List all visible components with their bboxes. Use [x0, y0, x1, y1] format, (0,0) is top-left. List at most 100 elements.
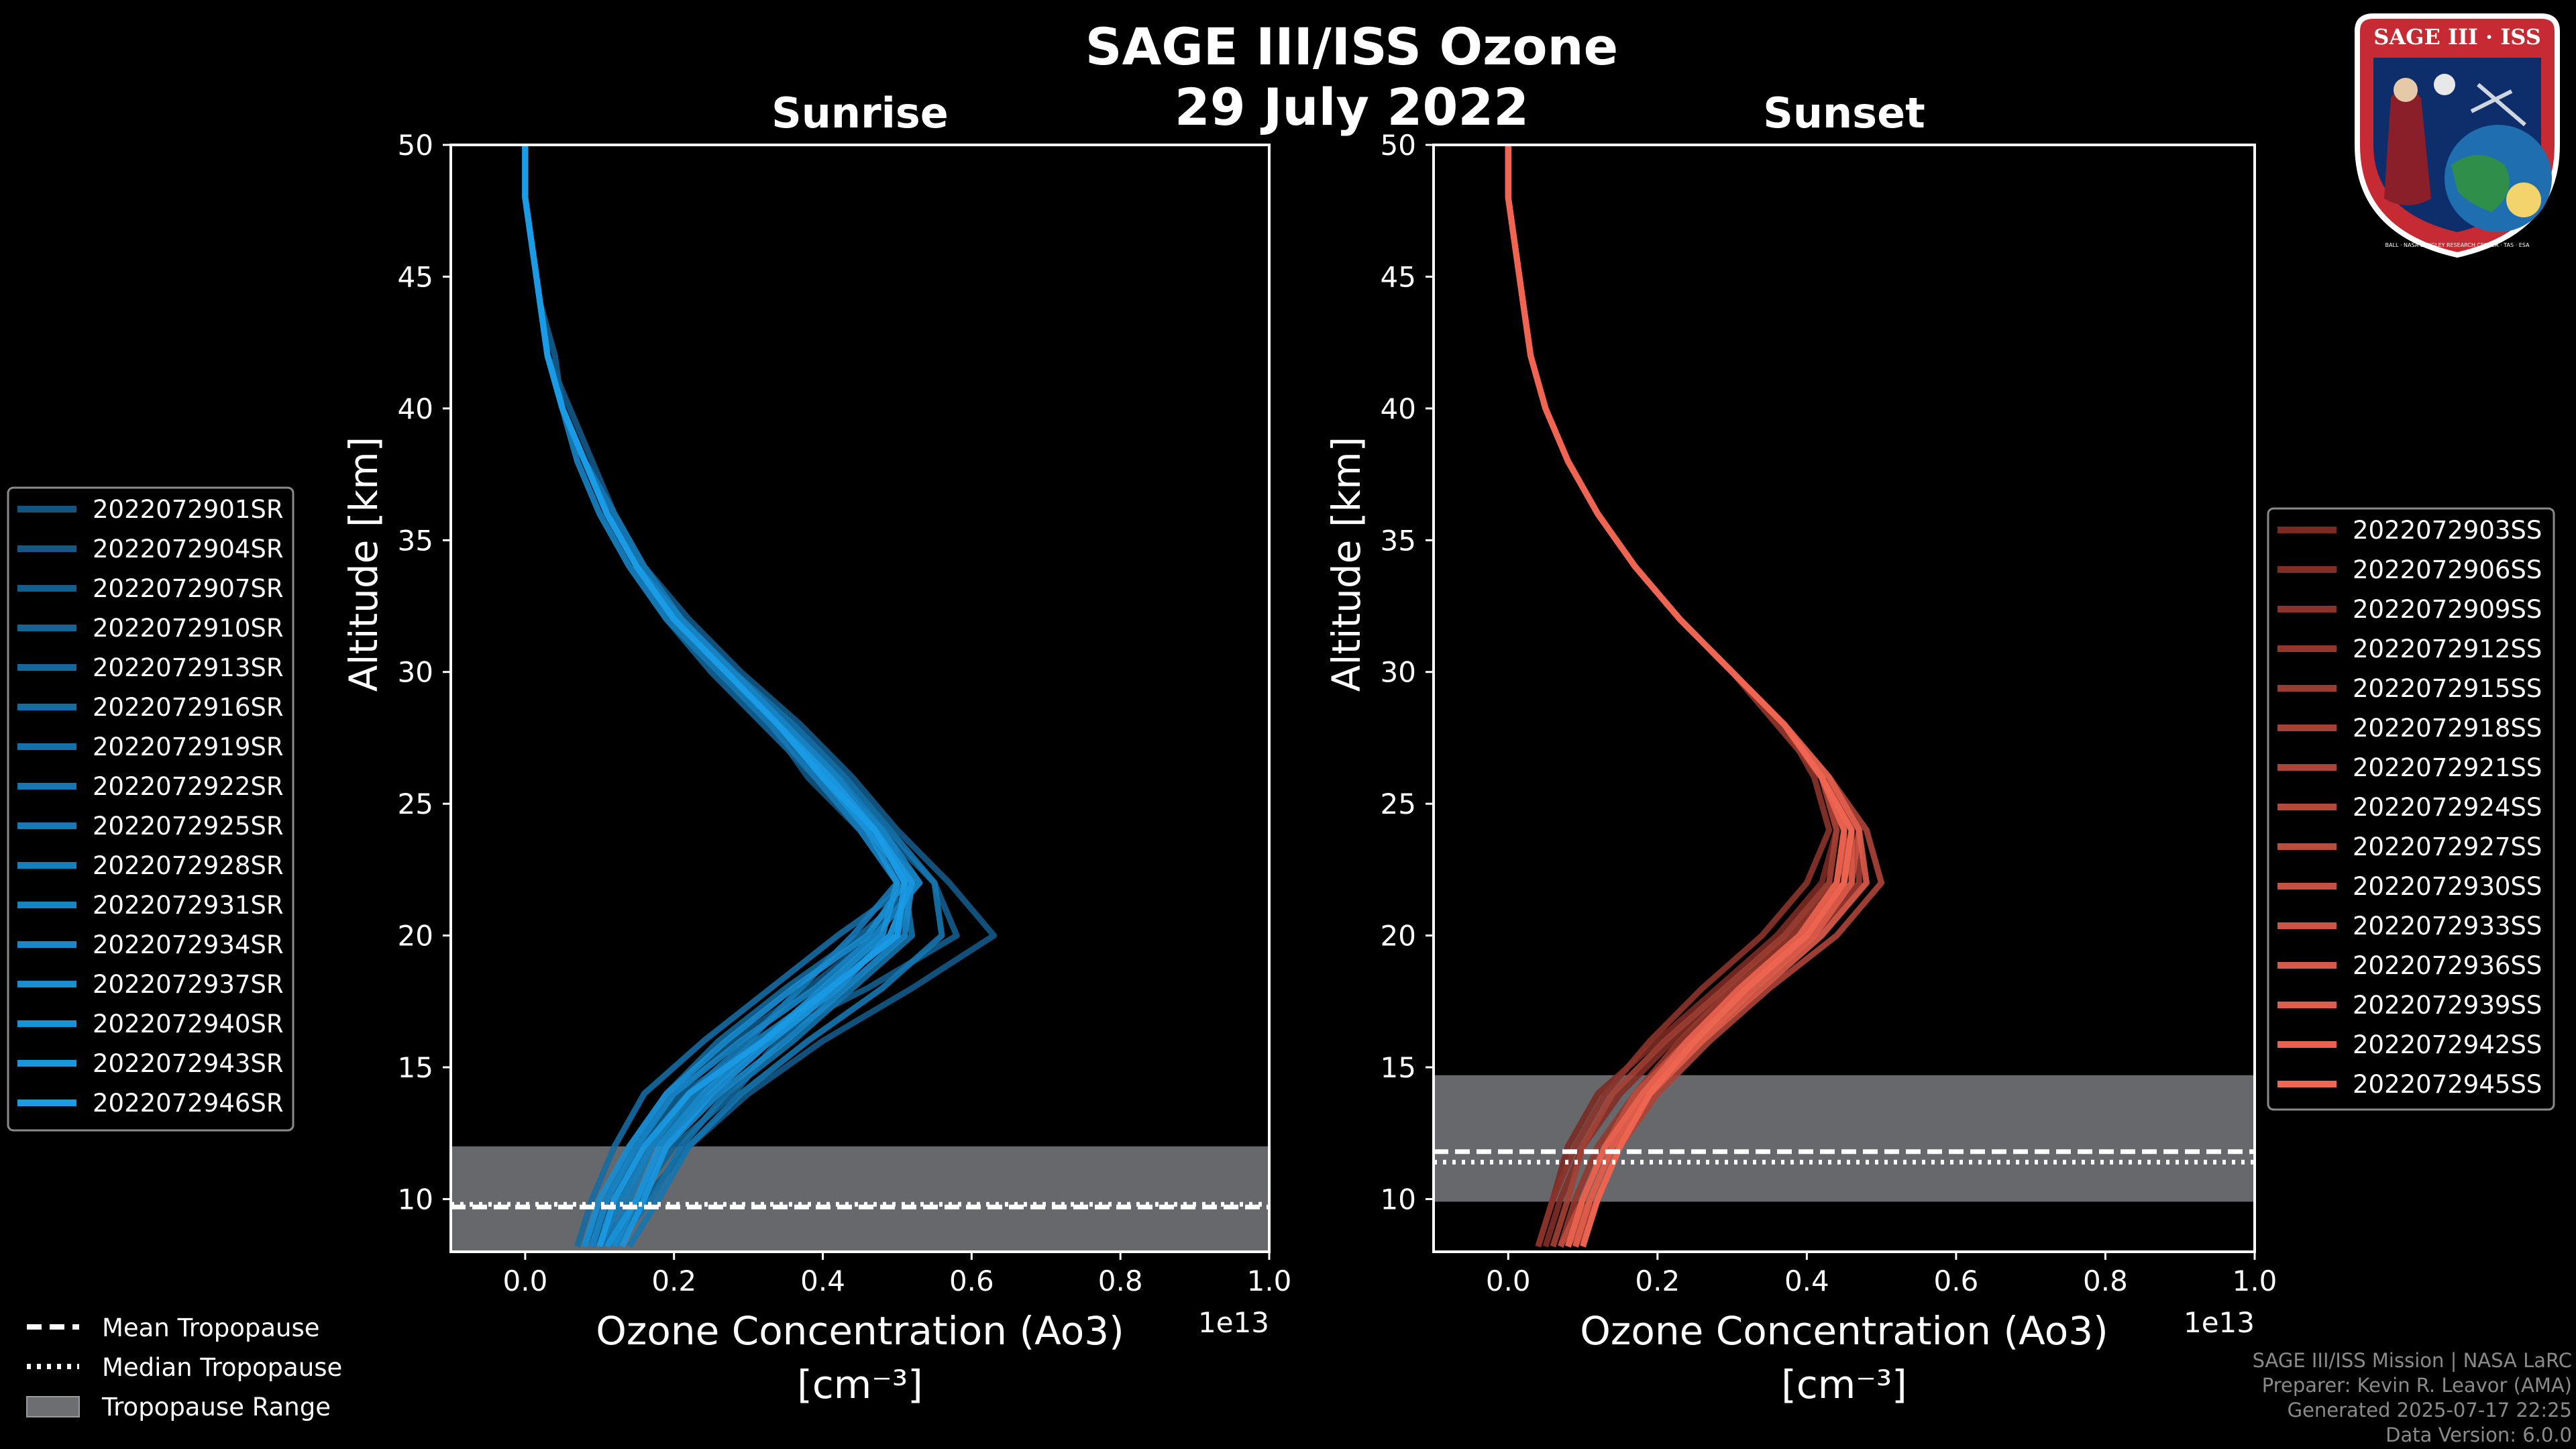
y-tick-label: 15	[1381, 1051, 1416, 1084]
legend-median-label: Median Tropopause	[102, 1353, 342, 1382]
x-tick-label: 1.0	[1247, 1265, 1292, 1297]
credit-data-version: Data Version: 6.0.0	[2385, 1424, 2572, 1446]
series-group	[1505, 145, 1885, 1248]
y-tick-label: 10	[398, 1183, 433, 1216]
x-tick-label: 0.8	[1098, 1265, 1143, 1297]
x-offset-label: 1e13	[1198, 1306, 1269, 1339]
x-tick-label: 0.0	[503, 1265, 548, 1297]
legend-label: 2022072934SR	[93, 930, 284, 959]
legend-label: 2022072928SR	[93, 851, 284, 880]
logo-text: SAGE III · ISS	[2373, 24, 2541, 50]
y-tick-label: 40	[1381, 392, 1416, 425]
x-tick-label: 1.0	[2233, 1265, 2277, 1297]
tropopause-range	[451, 1146, 1269, 1252]
x-axis-unit-label: [cm⁻³]	[797, 1362, 923, 1407]
legend-label: 2022072925SR	[93, 812, 284, 841]
legend-frame	[7, 486, 294, 1132]
x-tick-label: 0.0	[1486, 1265, 1531, 1297]
y-tick-label: 15	[398, 1051, 433, 1084]
main-subtitle: 29 July 2022	[1175, 77, 1529, 137]
sunset-panel: 0.0 0.2 0.4 0.6 0.8 1.0 10 15 20 25 30 35 40 45 50 1e13…	[1324, 89, 2277, 1407]
main-title: SAGE III/ISS Ozone	[1085, 17, 1618, 76]
legend-label: 2022072901SR	[93, 495, 284, 524]
legend-label: 2022072909SS	[2353, 595, 2542, 624]
legend-frame	[2267, 507, 2555, 1111]
legend-label: 2022072933SS	[2353, 912, 2542, 941]
panel-title: Sunset	[1763, 89, 1925, 138]
legend-label: 2022072939SS	[2353, 991, 2542, 1020]
legend-label: 2022072915SS	[2353, 674, 2542, 703]
x-tick-label: 0.6	[949, 1265, 994, 1297]
legend-label: 2022072937SR	[93, 970, 284, 999]
plot-area	[451, 145, 1269, 1252]
legend-label: 2022072946SR	[93, 1089, 284, 1118]
y-axis-label: Altitude [km]	[341, 437, 386, 692]
y-tick-label: 35	[398, 524, 433, 557]
legend-range-patch	[26, 1396, 80, 1417]
series-line-2022072945SS	[1505, 145, 1855, 1248]
legend-label: 2022072916SR	[93, 693, 284, 722]
sage-iii-iss-logo: SAGE III · ISS BALL · NASA LANGLEY RESEA…	[2355, 13, 2560, 258]
legend-label: 2022072943SR	[93, 1049, 284, 1078]
series-group	[522, 145, 998, 1248]
legend-mean-label: Mean Tropopause	[102, 1313, 320, 1342]
legend-label: 2022072906SS	[2353, 555, 2542, 584]
legend-label: 2022072907SR	[93, 574, 284, 603]
legend-label: 2022072924SS	[2353, 793, 2542, 822]
y-axis-label: Altitude [km]	[1324, 437, 1369, 692]
legend-label: 2022072904SR	[93, 535, 284, 564]
x-axis-unit-label: [cm⁻³]	[1781, 1362, 1907, 1407]
y-tick-label: 20	[398, 920, 433, 953]
y-tick-label: 45	[1381, 260, 1416, 293]
credit-mission: SAGE III/ISS Mission | NASA LaRC	[2252, 1349, 2572, 1372]
legend-label: 2022072922SR	[93, 772, 284, 801]
x-axis-label: Ozone Concentration (Ao3)	[596, 1308, 1124, 1354]
y-tick-label: 25	[1381, 788, 1416, 820]
legend-label: 2022072921SS	[2353, 753, 2542, 782]
y-tick-label: 10	[1381, 1183, 1416, 1216]
y-tick-label: 45	[398, 260, 433, 293]
sunset-legend: 2022072903SS 2022072906SS 2022072909SS 2022…	[2267, 507, 2555, 1111]
plot-frame	[449, 144, 1271, 1253]
x-tick-label: 0.8	[2083, 1265, 2128, 1297]
legend-range-label: Tropopause Range	[101, 1393, 331, 1421]
legend-label: 2022072918SS	[2353, 714, 2542, 743]
legend-label: 2022072910SR	[93, 614, 284, 643]
legend-label: 2022072942SS	[2353, 1030, 2542, 1059]
legend-label: 2022072913SR	[93, 653, 284, 682]
x-tick-label: 0.2	[1635, 1265, 1680, 1297]
x-axis-label: Ozone Concentration (Ao3)	[1580, 1308, 2108, 1354]
y-tick-label: 50	[1381, 129, 1416, 162]
y-tick-label: 40	[398, 392, 433, 425]
legend-label: 2022072945SS	[2353, 1070, 2542, 1099]
legend-label: 2022072940SR	[93, 1010, 284, 1038]
legend-label: 2022072930SS	[2353, 872, 2542, 901]
tropopause-legend: Mean Tropopause Median Tropopause Tropop…	[26, 1313, 342, 1421]
y-tick-label: 30	[1381, 656, 1416, 689]
logo-ring-text: BALL · NASA LANGLEY RESEARCH CENTER · TA…	[2385, 242, 2530, 248]
y-tick-label: 20	[1381, 920, 1416, 953]
plot-frame	[1432, 144, 2256, 1253]
legend-label: 2022072903SS	[2353, 516, 2542, 545]
x-tick-label: 0.4	[800, 1265, 845, 1297]
legend-label: 2022072927SS	[2353, 833, 2542, 861]
credit-generated: Generated 2025-07-17 22:25	[2287, 1399, 2572, 1421]
sunrise-panel: 0.0 0.2 0.4 0.6 0.8 1.0 10 15 20 25 30 35 40 45 50 1e13…	[341, 89, 1291, 1407]
legend-label: 2022072931SR	[93, 891, 284, 920]
credit-preparer: Preparer: Kevin R. Leavor (AMA)	[2261, 1374, 2572, 1397]
y-tick-label: 50	[398, 129, 433, 162]
plot-area	[1434, 145, 2255, 1252]
legend-label: 2022072919SR	[93, 733, 284, 761]
x-tick-label: 0.2	[651, 1265, 696, 1297]
panel-title: Sunrise	[771, 89, 949, 138]
legend-label: 2022072936SS	[2353, 951, 2542, 980]
y-tick-label: 35	[1381, 524, 1416, 557]
x-offset-label: 1e13	[2184, 1306, 2255, 1339]
y-tick-label: 30	[398, 656, 433, 689]
legend-label: 2022072912SS	[2353, 635, 2542, 663]
y-tick-label: 25	[398, 788, 433, 820]
x-tick-label: 0.4	[1784, 1265, 1829, 1297]
sunrise-legend: 2022072901SR 2022072904SR 2022072907SR 2022…	[7, 486, 294, 1132]
x-tick-label: 0.6	[1934, 1265, 1979, 1297]
